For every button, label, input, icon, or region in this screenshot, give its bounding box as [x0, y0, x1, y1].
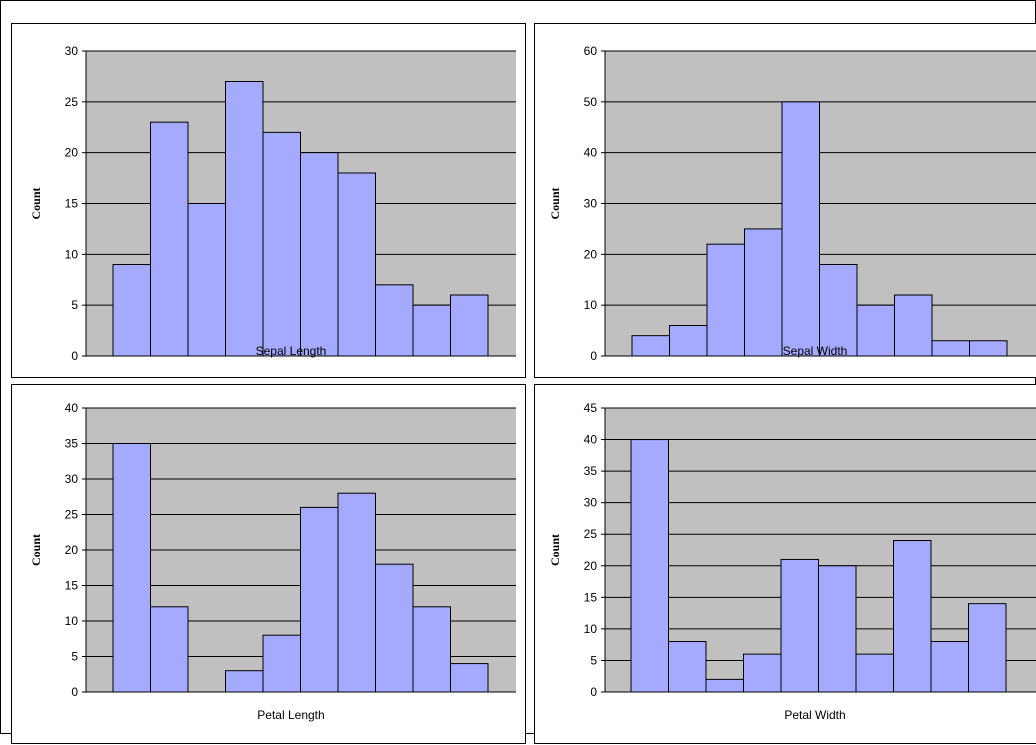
y-tick-label: 5 — [590, 653, 597, 667]
x-axis-title: Sepal Width — [783, 344, 848, 358]
histogram-bar — [669, 325, 708, 357]
y-tick-label: 25 — [584, 527, 598, 541]
histogram-bar — [262, 634, 301, 693]
histogram-bar — [187, 203, 226, 357]
petal-length-plot-svg: 0 5 10 15 20 25 30 35 40 Petal Length Count — [29, 401, 516, 722]
histogram-bar — [743, 653, 782, 693]
histogram-bar — [225, 670, 264, 693]
histogram-bar — [412, 606, 451, 693]
y-tick-label: 25 — [65, 508, 79, 522]
histogram-bar — [631, 335, 670, 357]
histogram-bar — [375, 563, 414, 693]
histogram-bar — [894, 294, 933, 357]
y-axis-title: Count — [29, 534, 43, 566]
histogram-bar — [706, 243, 745, 357]
y-tick-label: 15 — [584, 590, 598, 604]
x-axis-title: Petal Width — [784, 708, 845, 722]
petal-width-histogram: 0 5 10 15 20 25 30 35 40 45 Petal Width Count — [534, 384, 1036, 744]
histogram-bar — [968, 603, 1007, 693]
y-tick-label: 30 — [65, 472, 79, 486]
y-tick-label: 35 — [584, 464, 598, 478]
y-tick-label: 0 — [590, 349, 597, 363]
histogram-bar — [375, 284, 414, 357]
x-axis-title: Petal Length — [257, 708, 324, 722]
y-tick-label: 25 — [65, 95, 79, 109]
y-tick-label: 10 — [584, 298, 598, 312]
histogram-bar — [412, 304, 451, 357]
y-tick-label: 20 — [584, 247, 598, 261]
y-tick-label: 5 — [71, 650, 78, 664]
histogram-bar — [818, 565, 857, 693]
y-tick-label: 30 — [584, 197, 598, 211]
histogram-bar — [780, 558, 819, 693]
histogram-bar — [112, 443, 151, 693]
histogram-bar — [300, 506, 339, 693]
y-axis-title: Count — [29, 187, 43, 219]
y-tick-label: 10 — [65, 614, 79, 628]
y-tick-label: 0 — [71, 685, 78, 699]
sepal-width-histogram: 0 10 20 30 40 50 60 Sepal Width Count — [534, 23, 1036, 378]
histogram-bar — [450, 663, 489, 693]
histogram-bar — [112, 264, 151, 357]
y-tick-label: 20 — [65, 543, 79, 557]
histogram-bar — [969, 340, 1008, 357]
y-tick-label: 45 — [584, 401, 598, 415]
y-tick-label: 10 — [65, 247, 79, 261]
histogram-bar — [225, 81, 264, 357]
histogram-bar — [337, 492, 376, 693]
histogram-bar — [705, 678, 744, 693]
sepal-width-plot-svg: 0 10 20 30 40 50 60 Sepal Width Count — [548, 44, 1036, 363]
y-tick-label: 20 — [65, 146, 79, 160]
histogram-bar — [893, 540, 932, 693]
histogram-bar — [931, 340, 970, 357]
histogram-bar — [930, 641, 969, 693]
histogram-bar — [337, 172, 376, 357]
histogram-bar — [150, 121, 189, 357]
y-tick-label: 10 — [584, 622, 598, 636]
histogram-bar — [450, 294, 489, 357]
y-tick-label: 5 — [71, 298, 78, 312]
x-axis-title: Sepal Length — [256, 344, 327, 358]
y-tick-label: 35 — [65, 437, 79, 451]
histogram-bar — [855, 653, 894, 693]
y-tick-label: 30 — [65, 44, 79, 58]
histogram-bar — [668, 641, 707, 693]
histogram-bar — [150, 606, 189, 693]
y-tick-label: 0 — [590, 685, 597, 699]
sepal-length-plot-svg: 0 5 10 15 20 25 30 Sepal Length Count — [29, 44, 516, 363]
histogram-bar — [744, 228, 783, 357]
y-tick-label: 0 — [71, 349, 78, 363]
histogram-bar — [819, 264, 858, 357]
histogram-bar — [630, 439, 669, 693]
petal-width-plot-svg: 0 5 10 15 20 25 30 35 40 45 Petal Width Count — [548, 401, 1036, 722]
sepal-length-histogram: 0 5 10 15 20 25 30 Sepal Length Count — [11, 23, 526, 378]
y-tick-label: 15 — [65, 579, 79, 593]
petal-length-histogram: 0 5 10 15 20 25 30 35 40 Petal Length Count — [11, 384, 526, 744]
histogram-bar — [262, 131, 301, 357]
histogram-bar — [300, 152, 339, 357]
histogram-bar — [781, 101, 820, 357]
y-tick-label: 40 — [584, 433, 598, 447]
y-tick-label: 15 — [65, 197, 79, 211]
y-tick-label: 30 — [584, 496, 598, 510]
histogram-bar — [856, 304, 895, 357]
y-tick-label: 40 — [584, 146, 598, 160]
y-tick-label: 50 — [584, 95, 598, 109]
y-tick-label: 40 — [65, 401, 79, 415]
y-axis-title: Count — [548, 187, 562, 219]
y-axis-title: Count — [548, 534, 562, 566]
y-tick-label: 20 — [584, 559, 598, 573]
y-tick-label: 60 — [584, 44, 598, 58]
